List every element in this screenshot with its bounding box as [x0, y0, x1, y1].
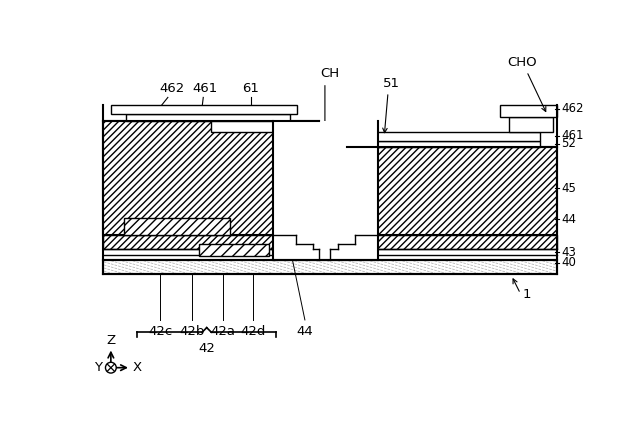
Text: 45: 45 — [561, 182, 576, 195]
Text: 40: 40 — [561, 256, 576, 269]
Text: 42c: 42c — [148, 325, 172, 338]
Text: Y: Y — [94, 361, 102, 374]
Bar — [103, 260, 557, 274]
Text: 42: 42 — [198, 342, 215, 355]
Circle shape — [106, 362, 116, 373]
Text: 462: 462 — [160, 82, 185, 95]
Bar — [124, 218, 230, 235]
Text: 42a: 42a — [210, 325, 235, 338]
Text: 44: 44 — [296, 325, 313, 338]
Text: CHO: CHO — [508, 56, 537, 69]
Text: CH: CH — [320, 66, 339, 80]
Text: 43: 43 — [561, 246, 576, 259]
Bar — [351, 132, 540, 140]
Text: 52: 52 — [561, 137, 576, 150]
Text: 461: 461 — [192, 82, 218, 95]
Text: X: X — [132, 361, 141, 374]
Bar — [348, 148, 557, 235]
Bar — [103, 121, 319, 235]
Bar — [111, 105, 297, 114]
Bar — [500, 105, 557, 117]
Bar — [273, 121, 378, 260]
Text: 51: 51 — [383, 77, 399, 90]
Text: 462: 462 — [561, 103, 584, 116]
Text: 42b: 42b — [179, 325, 204, 338]
Text: 1: 1 — [522, 289, 531, 301]
Bar — [351, 140, 540, 148]
Text: 461: 461 — [561, 129, 584, 142]
Text: Z: Z — [106, 334, 115, 347]
Bar — [200, 244, 269, 256]
Text: 42d: 42d — [241, 325, 266, 338]
Bar — [126, 114, 289, 121]
Bar — [509, 117, 553, 132]
Text: 61: 61 — [243, 82, 259, 95]
Bar — [211, 121, 319, 132]
Text: 44: 44 — [561, 213, 576, 226]
Bar — [103, 235, 557, 249]
